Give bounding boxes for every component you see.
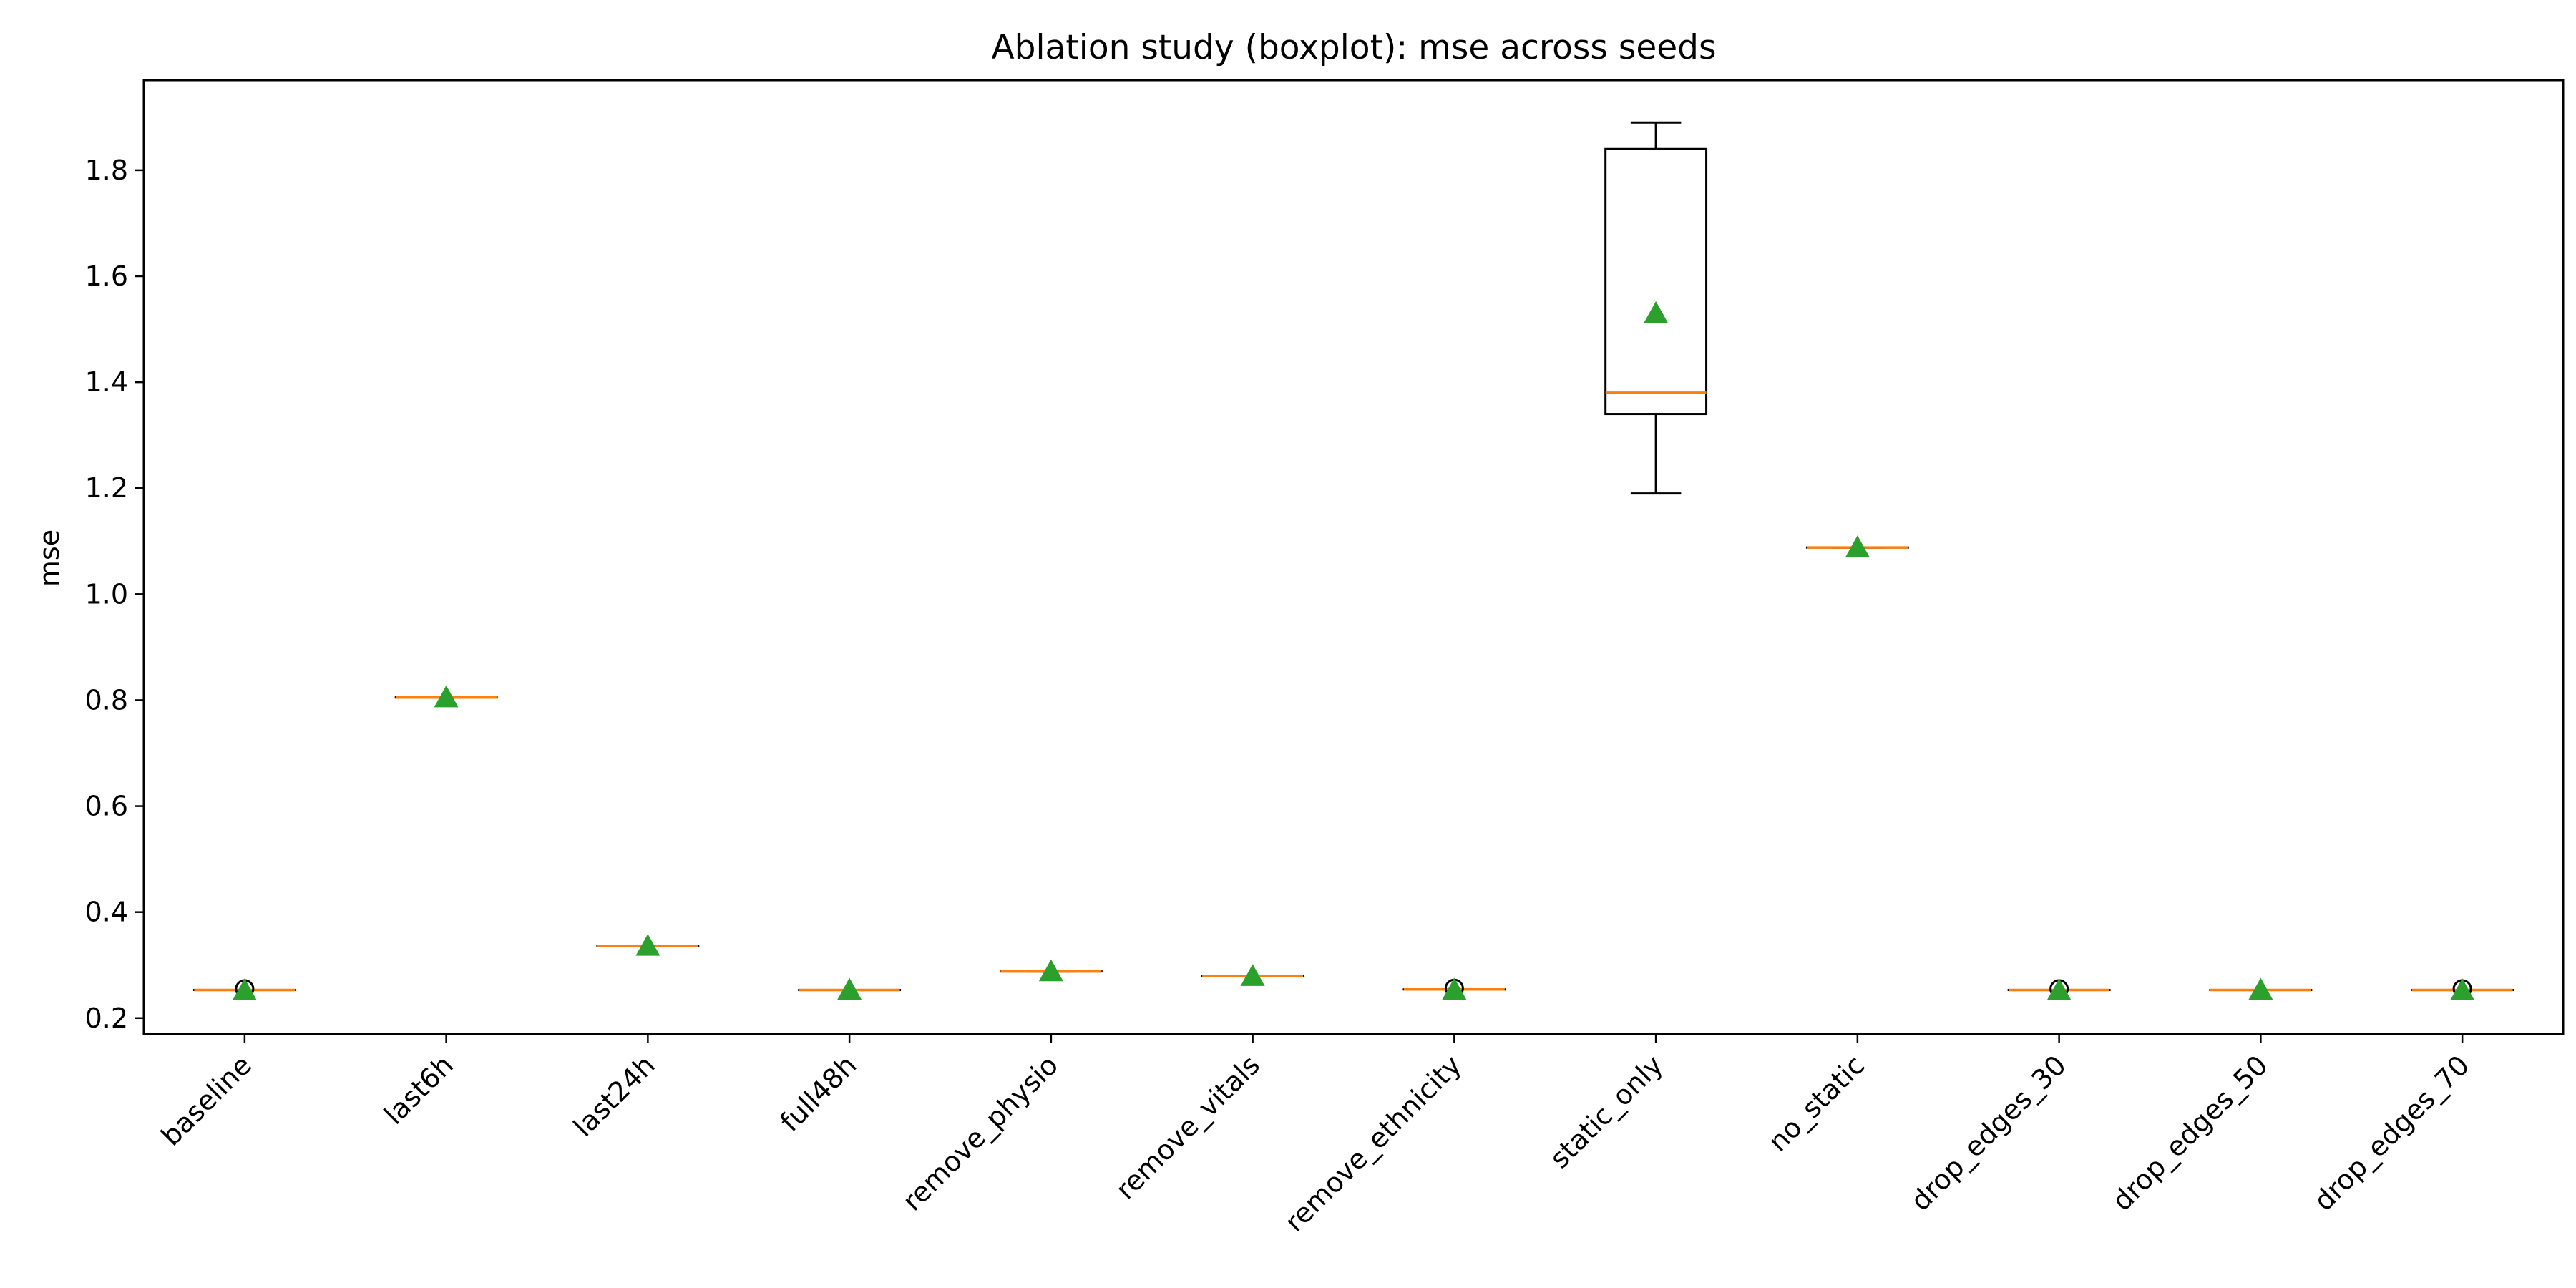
box-no_static xyxy=(1805,535,1909,557)
mean-marker xyxy=(434,685,459,708)
y-tick-label: 0.6 xyxy=(85,791,128,822)
box-remove_ethnicity xyxy=(1402,977,1506,1000)
mean-marker xyxy=(1038,959,1063,982)
y-tick-label: 1.4 xyxy=(85,366,128,398)
iqr-box xyxy=(1604,147,1708,416)
y-tick-label: 1.8 xyxy=(85,155,128,186)
chart-title: Ablation study (boxplot): mse across see… xyxy=(992,28,1717,67)
box-drop_edges_50 xyxy=(2209,977,2313,1000)
box-remove_vitals xyxy=(1201,964,1304,986)
box-baseline xyxy=(192,978,296,1000)
y-tick-label: 0.2 xyxy=(85,1002,128,1034)
y-axis-label: mse xyxy=(34,530,65,587)
y-axis-ticks: 0.2 0.4 0.6 0.8 1.0 1.2 1.4 1.6 1.8 xyxy=(85,155,144,1034)
mean-marker xyxy=(1442,977,1467,1000)
box-last24h xyxy=(596,934,700,956)
y-tick-label: 1.2 xyxy=(85,472,128,504)
mean-marker xyxy=(1240,964,1265,986)
y-tick-label: 1.6 xyxy=(85,260,128,292)
box-drop_edges_70 xyxy=(2411,978,2514,1000)
box-drop_edges_30 xyxy=(2007,978,2111,1000)
y-tick-label: 1.0 xyxy=(85,578,128,610)
mean-marker xyxy=(837,977,862,1000)
box-static_only xyxy=(1604,121,1708,495)
plot-area-frame xyxy=(142,79,2565,1035)
mean-marker xyxy=(2046,978,2072,1000)
box-last6h xyxy=(394,685,498,708)
box-remove_physio xyxy=(999,959,1103,982)
mean-marker xyxy=(2450,978,2475,1000)
mean-marker xyxy=(1644,301,1669,323)
y-tick-label: 0.4 xyxy=(85,897,128,928)
mean-marker xyxy=(1845,535,1870,557)
mean-marker xyxy=(635,934,660,956)
y-tick-label: 0.8 xyxy=(85,684,128,716)
mean-marker xyxy=(232,978,257,1000)
boxplot-series xyxy=(192,121,2514,1000)
box-full48h xyxy=(798,977,902,1000)
mean-marker xyxy=(2248,977,2273,1000)
